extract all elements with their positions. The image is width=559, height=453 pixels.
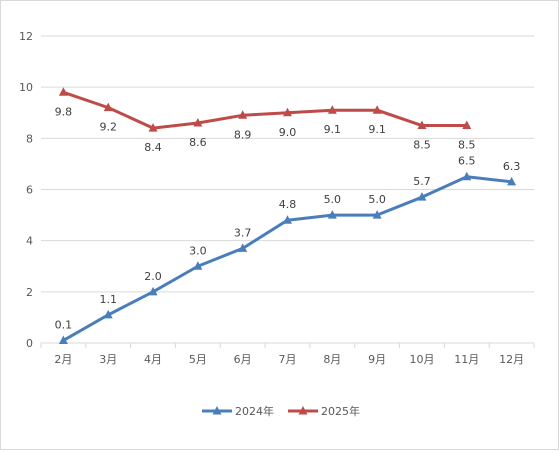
data-point-marker [327, 105, 337, 114]
data-point-marker [58, 87, 68, 96]
data-label: 9.1 [324, 123, 342, 136]
legend-label-2: 2025年 [321, 404, 360, 418]
data-point-marker [238, 110, 248, 119]
data-label: 6.5 [458, 155, 476, 168]
data-point-marker [283, 107, 292, 117]
data-point-marker [462, 171, 472, 181]
data-label: 4.8 [279, 198, 297, 211]
y-tick-label: 0 [26, 337, 33, 350]
x-tick-label: 2月 [54, 353, 72, 366]
data-label: 9.1 [368, 123, 386, 136]
data-label: 9.2 [99, 121, 117, 134]
data-label: 2.0 [144, 270, 162, 283]
x-tick-label: 12月 [499, 353, 524, 366]
y-tick-label: 8 [26, 132, 33, 145]
data-point-marker [462, 120, 472, 130]
y-tick-label: 6 [26, 184, 33, 197]
legend-marker-1 [212, 406, 222, 415]
data-point-marker [327, 210, 337, 219]
data-label: 6.3 [503, 160, 521, 173]
data-label: 5.0 [368, 193, 386, 206]
x-tick-label: 8月 [323, 353, 341, 366]
data-point-marker [417, 120, 427, 130]
data-point-marker [103, 102, 113, 112]
data-label: 3.0 [189, 244, 207, 257]
axes: 0 2 4 6 8 10 12 2月 3月 4月 5月 6月 7月 8月 9月 10月 11月 12月 [19, 30, 535, 366]
data-labels: 0.1 1.1 2.0 3.0 3.7 4.8 5.0 5.0 5.7 6.5 6.3 9.8 9.2 8… [55, 105, 521, 331]
y-tick-label: 2 [26, 286, 33, 299]
data-label: 8.9 [234, 128, 252, 141]
x-tick-label: 11月 [454, 353, 479, 366]
x-tick-label: 10月 [409, 353, 434, 366]
data-label: 8.5 [458, 139, 476, 152]
y-tick-label: 10 [19, 81, 33, 94]
data-point-marker [238, 243, 248, 252]
data-point-marker [148, 123, 158, 132]
data-point-marker [283, 215, 292, 224]
x-tick-label: 5月 [189, 353, 207, 366]
legend: 2024年 2025年 [202, 404, 360, 418]
data-label: 3.7 [234, 226, 252, 239]
data-label: 5.7 [413, 175, 431, 188]
data-point-marker [148, 286, 158, 296]
data-label: 1.1 [99, 293, 117, 306]
series-lines [58, 87, 517, 344]
data-label: 0.1 [55, 318, 73, 331]
data-point-marker [507, 176, 517, 186]
legend-label-1: 2024年 [235, 404, 274, 418]
gridlines [41, 35, 534, 293]
x-tick-label: 3月 [99, 353, 117, 366]
data-point-marker [193, 117, 203, 127]
legend-marker-2 [298, 406, 308, 415]
data-label: 5.0 [324, 193, 342, 206]
x-tick-label: 9月 [368, 353, 386, 366]
x-tick-label: 7月 [279, 353, 297, 366]
data-point-marker [58, 335, 68, 344]
data-label: 8.5 [413, 139, 431, 152]
data-label: 9.0 [279, 126, 297, 139]
data-point-marker [193, 261, 203, 270]
series-line-2 [61, 90, 469, 130]
x-tick-label: 4月 [144, 353, 162, 366]
data-point-marker [372, 210, 382, 219]
data-point-marker [103, 309, 113, 319]
data-label: 8.4 [144, 141, 162, 154]
data-label: 8.6 [189, 136, 207, 149]
data-label: 9.8 [55, 105, 73, 118]
x-tick-label: 6月 [234, 353, 252, 366]
y-tick-label: 4 [26, 235, 33, 248]
data-point-marker [372, 105, 382, 114]
data-point-marker [417, 192, 427, 201]
y-tick-label: 12 [19, 30, 33, 43]
